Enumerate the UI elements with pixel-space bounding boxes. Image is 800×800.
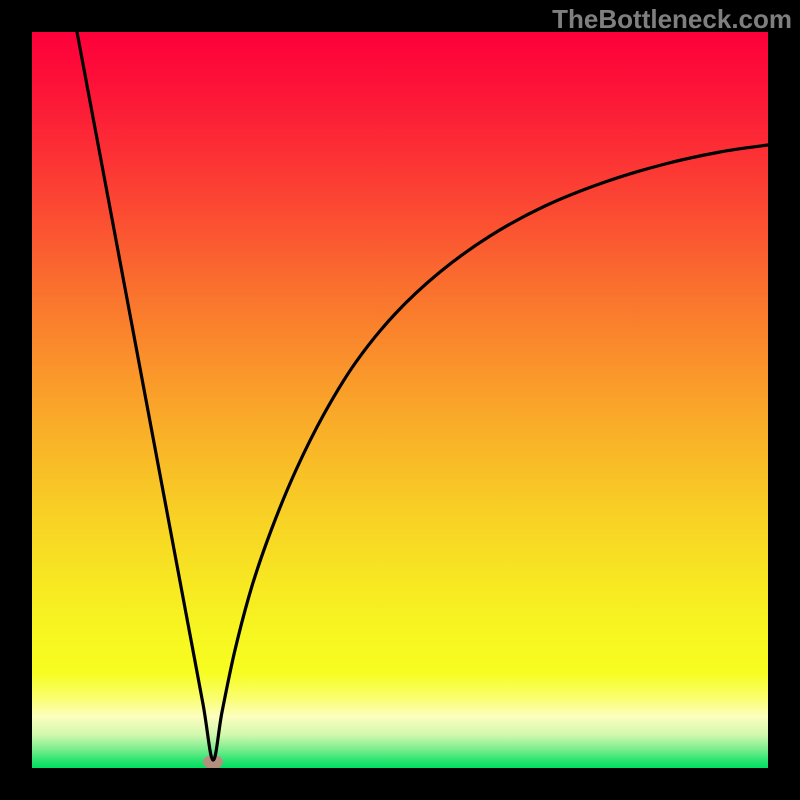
attribution-text: TheBottleneck.com (552, 4, 792, 35)
chart-svg (0, 0, 800, 800)
gradient-background (32, 32, 768, 768)
chart-container: TheBottleneck.com (0, 0, 800, 800)
